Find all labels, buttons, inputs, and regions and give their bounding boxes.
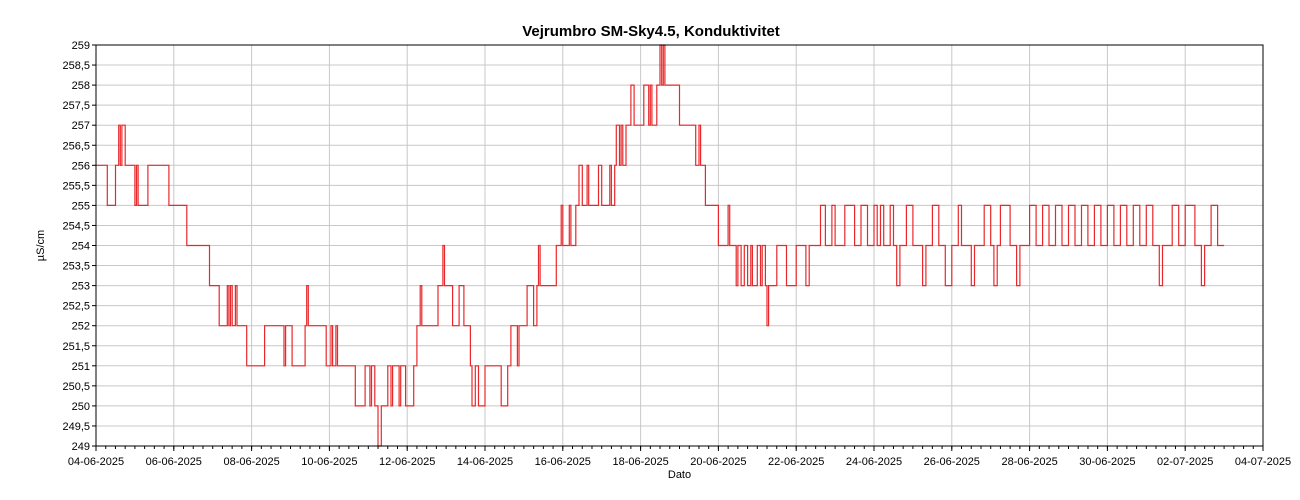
y-tick-label: 250,5 [62,381,90,393]
x-tick-label: 28-06-2025 [1001,456,1057,468]
x-tick-label: 30-06-2025 [1079,456,1135,468]
y-tick-label: 256 [72,160,90,172]
y-tick-label: 254 [72,241,90,253]
y-tick-label: 259 [72,40,90,52]
x-tick-label: 12-06-2025 [379,456,435,468]
x-tick-label: 24-06-2025 [846,456,902,468]
x-axis-ticks: 04-06-2025 06-06-2025 08-06-2025 10-06-2025… [68,446,1291,468]
x-tick-label: 04-06-2025 [68,456,124,468]
x-tick-label: 22-06-2025 [768,456,824,468]
y-axis-title: µS/cm [35,230,47,261]
y-tick-label: 254,5 [62,220,90,232]
y-tick-label: 255,5 [62,180,90,192]
x-tick-label: 08-06-2025 [223,456,279,468]
y-axis-ticks: 249 249,5 250 250,5 251 251,5 252 252,5 253 253,5… [62,40,96,453]
y-tick-label: 258 [72,80,90,92]
y-tick-label: 256,5 [62,140,90,152]
y-tick-label: 252,5 [62,301,90,313]
y-tick-label: 249,5 [62,421,90,433]
x-tick-label: 10-06-2025 [301,456,357,468]
x-tick-label: 14-06-2025 [457,456,513,468]
y-tick-label: 251,5 [62,341,90,353]
series-line [96,44,1225,447]
x-tick-label: 18-06-2025 [612,456,668,468]
y-tick-label: 253,5 [62,261,90,273]
y-tick-label: 250 [72,401,90,413]
y-tick-label: 258,5 [62,60,90,72]
x-tick-label: 26-06-2025 [924,456,980,468]
x-tick-label: 20-06-2025 [690,456,746,468]
x-tick-label: 04-07-2025 [1235,456,1291,468]
y-tick-label: 253 [72,281,90,293]
y-tick-label: 255 [72,200,90,212]
y-tick-label: 251 [72,361,90,373]
y-tick-label: 249 [72,441,90,453]
x-tick-label: 16-06-2025 [535,456,591,468]
y-tick-label: 252 [72,321,90,333]
x-tick-label: 06-06-2025 [146,456,202,468]
x-axis-title: Dato [668,469,691,481]
x-tick-label: 02-07-2025 [1157,456,1213,468]
series-group [96,44,1225,447]
chart-title: Vejrumbro SM-Sky4.5, Konduktivitet [522,23,780,40]
y-tick-label: 257,5 [62,100,90,112]
y-tick-label: 257 [72,120,90,132]
